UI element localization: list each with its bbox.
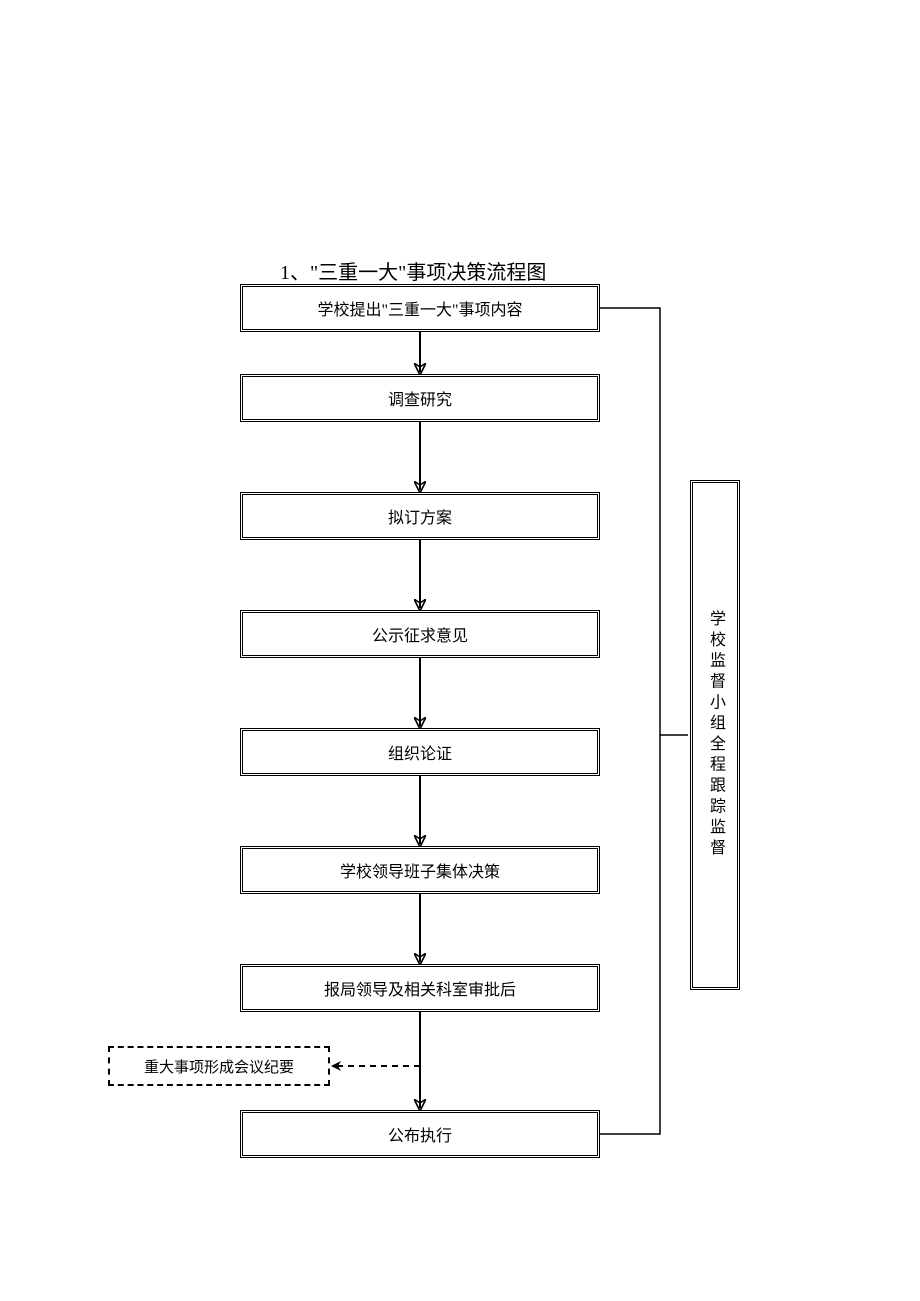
flow-node-2: 调查研究	[240, 374, 600, 422]
flow-node-4: 公示征求意见	[240, 610, 600, 658]
flow-node-label: 学校领导班子集体决策	[340, 858, 500, 882]
flow-node-5: 组织论证	[240, 728, 600, 776]
flow-node-7: 报局领导及相关科室审批后	[240, 964, 600, 1012]
flow-node-3: 拟订方案	[240, 492, 600, 540]
side-note-label: 重大事项形成会议纪要	[144, 1056, 294, 1077]
flow-node-label: 拟订方案	[388, 504, 452, 528]
flow-node-label: 调查研究	[388, 386, 452, 410]
side-note-node: 重大事项形成会议纪要	[108, 1046, 330, 1086]
flow-node-label: 报局领导及相关科室审批后	[324, 976, 516, 1000]
supervision-label: 学校监督小组全程跟踪监督	[703, 610, 727, 860]
flow-node-label: 学校提出"三重一大"事项内容	[317, 296, 522, 320]
supervision-node: 学校监督小组全程跟踪监督	[690, 480, 740, 990]
supervision-connector-top	[600, 308, 688, 735]
flow-node-8: 公布执行	[240, 1110, 600, 1158]
flow-node-label: 组织论证	[388, 740, 452, 764]
flow-node-1: 学校提出"三重一大"事项内容	[240, 284, 600, 332]
flow-node-label: 公示征求意见	[372, 622, 468, 646]
flow-node-6: 学校领导班子集体决策	[240, 846, 600, 894]
diagram-title: 1、"三重一大"事项决策流程图	[280, 256, 546, 285]
supervision-connector-bottom	[600, 735, 660, 1134]
flow-node-label: 公布执行	[388, 1122, 452, 1146]
